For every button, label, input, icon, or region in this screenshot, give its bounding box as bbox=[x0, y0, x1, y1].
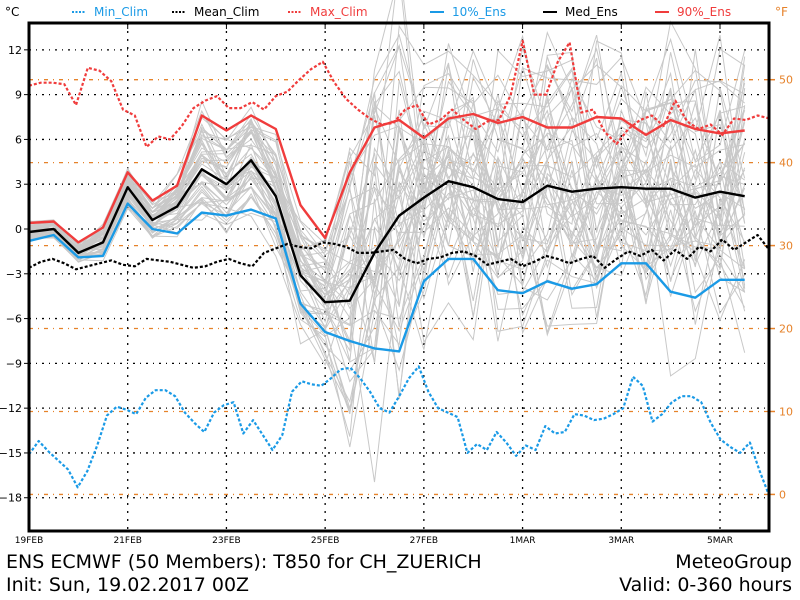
member-line bbox=[28, 153, 746, 411]
series-max-clim bbox=[28, 39, 770, 148]
legend-label-90-ens: 90%_Ens bbox=[677, 5, 731, 19]
member-line bbox=[28, 43, 746, 264]
series-med-ens bbox=[28, 159, 745, 304]
member-line bbox=[28, 51, 746, 306]
member-line bbox=[28, 91, 746, 305]
member-line bbox=[28, 149, 746, 415]
ytick-label-left: −15 bbox=[0, 447, 22, 460]
series-10-ens bbox=[28, 202, 745, 353]
ytick-label-left: −18 bbox=[0, 492, 22, 505]
ensemble-members bbox=[28, 0, 746, 483]
xtick-label: 5MAR bbox=[707, 536, 733, 546]
series-90-ens bbox=[28, 112, 745, 244]
unit-left-label: °C bbox=[5, 5, 19, 19]
unit-right-label: °F bbox=[775, 5, 788, 19]
member-line bbox=[28, 165, 746, 483]
legend-label-mean-clim: Mean_Clim bbox=[194, 5, 259, 19]
xtick-label: 21FEB bbox=[113, 536, 142, 546]
plot-frame bbox=[27, 21, 771, 533]
legend-label-min-clim: Min_Clim bbox=[94, 5, 148, 19]
legend-label-med-ens: Med_Ens bbox=[565, 5, 618, 19]
footer-init: Init: Sun, 19.02.2017 00Z bbox=[6, 574, 250, 596]
member-line bbox=[28, 24, 746, 285]
member-line bbox=[28, 79, 746, 364]
member-line bbox=[28, 34, 745, 251]
footer-title: ENS ECMWF (50 Members): T850 for CH_ZUER… bbox=[6, 551, 482, 573]
xtick-label: 3MAR bbox=[608, 536, 634, 546]
member-line bbox=[28, 115, 746, 324]
ytick-label-left: 12 bbox=[8, 44, 22, 57]
ytick-label-left: 0 bbox=[15, 223, 22, 236]
ytick-label-right: 50 bbox=[779, 74, 793, 87]
ytick-label-left: −9 bbox=[6, 357, 22, 370]
legend-label-max-clim: Max_Clim bbox=[310, 5, 368, 19]
xtick-label: 27FEB bbox=[410, 536, 439, 546]
footer-valid: Valid: 0-360 hours bbox=[619, 574, 792, 596]
member-line bbox=[28, 166, 746, 414]
ytick-label-right: 30 bbox=[779, 240, 793, 253]
xtick-label: 23FEB bbox=[212, 536, 241, 546]
ytick-label-right: 10 bbox=[779, 405, 793, 418]
ytick-label-right: 0 bbox=[779, 488, 786, 501]
ytick-label-left: −12 bbox=[0, 402, 22, 415]
ytick-label-left: 9 bbox=[15, 89, 22, 102]
ytick-label-left: 6 bbox=[15, 133, 22, 146]
ytick-label-right: 40 bbox=[779, 157, 793, 170]
series-min-clim bbox=[28, 365, 771, 497]
xtick-label: 25FEB bbox=[311, 536, 340, 546]
series-lines bbox=[28, 39, 771, 497]
ytick-label-left: −6 bbox=[6, 313, 22, 326]
ytick-label-right: 20 bbox=[779, 323, 793, 336]
footer-source: MeteoGroup bbox=[675, 551, 792, 573]
xtick-label: 19FEB bbox=[15, 536, 44, 546]
legend: Min_Clim Mean_Clim Max_Clim 10%_Ens Med_Ens 9… bbox=[72, 5, 731, 19]
series-mean-clim bbox=[28, 233, 771, 271]
ytick-label-left: 3 bbox=[15, 178, 22, 191]
ytick-label-left: −3 bbox=[6, 268, 22, 281]
legend-label-10-ens: 10%_Ens bbox=[452, 5, 506, 19]
xtick-label: 1MAR bbox=[510, 536, 536, 546]
